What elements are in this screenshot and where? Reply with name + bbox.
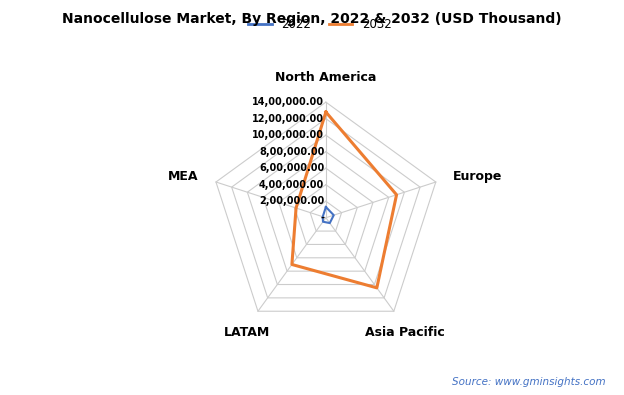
- Text: 10,00,000.00: 10,00,000.00: [252, 130, 324, 140]
- Text: Nanocellulose Market, By Region, 2022 & 2032 (USD Thousand): Nanocellulose Market, By Region, 2022 & …: [62, 12, 562, 26]
- Text: 8,00,000.00: 8,00,000.00: [259, 147, 324, 157]
- Text: Source: www.gminsights.com: Source: www.gminsights.com: [452, 377, 605, 387]
- Text: 14,00,000.00: 14,00,000.00: [252, 97, 324, 107]
- Text: Asia Pacific: Asia Pacific: [364, 326, 444, 339]
- Text: -: -: [320, 213, 324, 223]
- Text: North America: North America: [275, 71, 376, 84]
- Text: 6,00,000.00: 6,00,000.00: [259, 163, 324, 173]
- Text: 2,00,000.00: 2,00,000.00: [259, 196, 324, 206]
- Text: 12,00,000.00: 12,00,000.00: [252, 114, 324, 124]
- Text: Europe: Europe: [453, 170, 502, 183]
- Text: MEA: MEA: [168, 170, 198, 183]
- Legend: 2022, 2032: 2022, 2032: [243, 14, 396, 36]
- Text: LATAM: LATAM: [224, 326, 270, 339]
- Text: 4,00,000.00: 4,00,000.00: [259, 180, 324, 190]
